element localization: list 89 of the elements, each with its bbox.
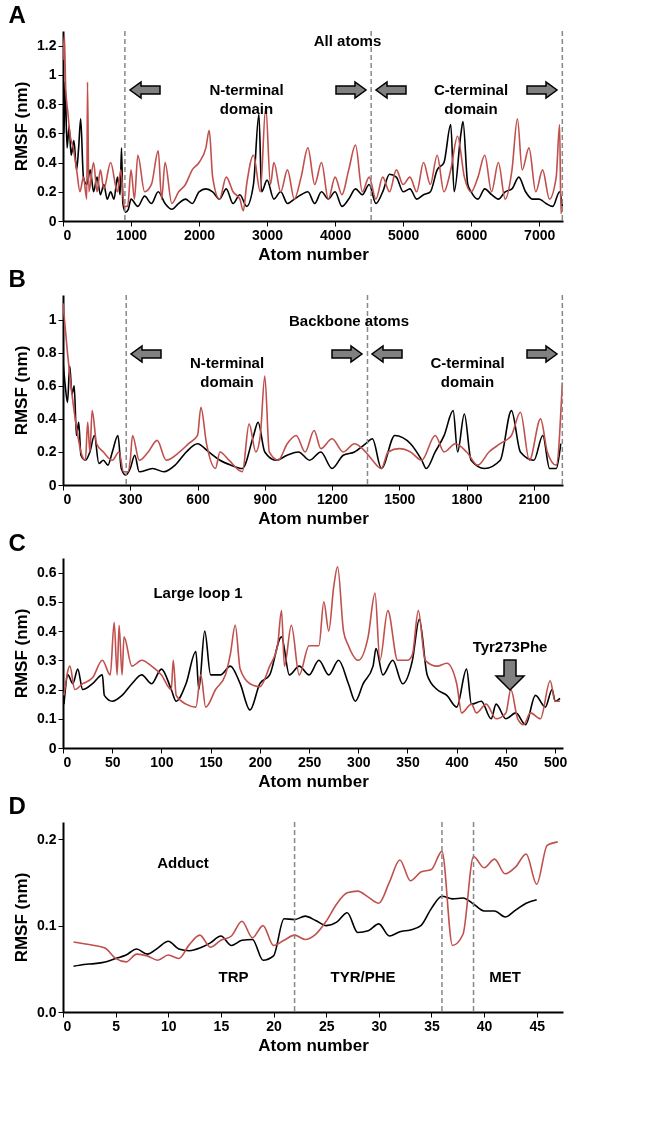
x-tick-label: 600 bbox=[186, 490, 210, 507]
annotation: TRP bbox=[218, 968, 249, 986]
x-tick-label: 1800 bbox=[451, 490, 483, 507]
x-tick-label: 20 bbox=[266, 1017, 283, 1034]
x-tick-label: 3000 bbox=[252, 226, 284, 243]
y-axis-title: RMSF (nm) bbox=[12, 608, 32, 699]
y-tick-label: 0.2 bbox=[37, 183, 57, 200]
chart-title: C bbox=[8, 529, 26, 556]
y-tick-label: 0.6 bbox=[37, 377, 57, 394]
x-tick-label: 25 bbox=[318, 1017, 335, 1034]
y-tick-label: 0.4 bbox=[37, 410, 57, 427]
annotation: N-terminal domain bbox=[209, 80, 284, 117]
chart-title: D bbox=[8, 792, 26, 820]
x-tick-label: 7000 bbox=[524, 226, 556, 243]
x-tick-label: 250 bbox=[297, 753, 322, 770]
x-tick-label: 450 bbox=[494, 753, 519, 770]
y-tick-label: 0.5 bbox=[37, 593, 57, 610]
x-tick-label: 200 bbox=[248, 753, 273, 770]
annotation: Backbone atoms bbox=[288, 312, 410, 330]
x-axis-title: Atom number bbox=[258, 1035, 370, 1055]
x-tick-label: 45 bbox=[529, 1017, 546, 1034]
x-tick-label: 900 bbox=[253, 490, 278, 507]
x-tick-label: 500 bbox=[543, 753, 568, 770]
x-tick-label: 10 bbox=[160, 1017, 177, 1034]
annotation: MET bbox=[489, 968, 521, 986]
line-series bbox=[72, 841, 559, 963]
line-series bbox=[63, 34, 563, 215]
y-tick-label: 0.8 bbox=[37, 95, 57, 112]
y-tick-label: 0.2 bbox=[37, 681, 57, 698]
x-tick-label: 0 bbox=[63, 1017, 72, 1034]
x-tick-label: 2000 bbox=[183, 226, 216, 243]
chart-title: B bbox=[8, 265, 26, 293]
x-tick-label: 5000 bbox=[388, 226, 420, 243]
line-series bbox=[63, 565, 561, 726]
y-tick-label: 1 bbox=[48, 311, 57, 328]
chart-title: A bbox=[8, 1, 26, 29]
annotation: Adduct bbox=[157, 854, 209, 872]
annotation: C-terminal domain bbox=[430, 353, 505, 390]
x-tick-label: 15 bbox=[213, 1017, 230, 1034]
x-tick-label: 300 bbox=[119, 490, 143, 507]
y-axis-title: RMSF (nm) bbox=[12, 81, 32, 172]
y-tick-label: 0.2 bbox=[37, 443, 57, 460]
annotation: Large loop 1 bbox=[153, 584, 243, 602]
y-tick-label: 0.6 bbox=[37, 124, 57, 141]
y-tick-label: 0.1 bbox=[37, 710, 57, 727]
x-tick-label: 350 bbox=[396, 753, 420, 770]
y-tick-label: 0.2 bbox=[37, 830, 57, 847]
x-tick-label: 0 bbox=[63, 226, 72, 243]
line-series bbox=[72, 895, 538, 968]
y-tick-label: 0.4 bbox=[37, 622, 57, 639]
y-tick-label: 0.3 bbox=[37, 651, 57, 668]
x-tick-label: 4000 bbox=[320, 226, 352, 243]
y-tick-label: 0.6 bbox=[37, 564, 57, 581]
y-tick-label: 0 bbox=[48, 476, 57, 493]
y-tick-label: 0 bbox=[48, 212, 57, 229]
x-tick-label: 35 bbox=[424, 1017, 440, 1034]
y-tick-label: 0.8 bbox=[37, 344, 57, 361]
y-tick-label: 0.4 bbox=[37, 154, 57, 171]
x-tick-label: 1000 bbox=[115, 226, 148, 243]
x-tick-label: 30 bbox=[371, 1017, 388, 1034]
x-tick-label: 400 bbox=[445, 753, 470, 770]
x-tick-label: 40 bbox=[476, 1017, 493, 1034]
x-tick-label: 150 bbox=[199, 753, 224, 770]
annotation: All atoms bbox=[313, 32, 382, 50]
annotation: C-terminal domain bbox=[433, 80, 509, 117]
x-tick-label: 2100 bbox=[518, 490, 551, 507]
y-tick-label: 1 bbox=[48, 66, 57, 83]
x-tick-label: 1200 bbox=[316, 490, 349, 507]
x-axis-title: Atom number bbox=[258, 244, 370, 264]
y-tick-label: 1.2 bbox=[37, 37, 57, 54]
x-tick-label: 0 bbox=[63, 753, 72, 770]
y-tick-label: 0.0 bbox=[37, 1003, 57, 1020]
x-axis-title: Atom number bbox=[258, 771, 370, 791]
y-tick-label: 0 bbox=[48, 739, 57, 756]
y-axis-title: RMSF (nm) bbox=[12, 345, 32, 436]
x-tick-label: 1500 bbox=[384, 490, 416, 507]
line-series bbox=[63, 302, 563, 473]
annotation: N-terminal domain bbox=[189, 353, 265, 390]
x-tick-label: 6000 bbox=[456, 226, 488, 243]
annotation: Tyr273Phe bbox=[472, 638, 548, 656]
y-axis-title: RMSF (nm) bbox=[12, 872, 32, 963]
x-tick-label: 300 bbox=[347, 753, 371, 770]
x-tick-label: 5 bbox=[112, 1017, 121, 1034]
annotation: TYR/PHE bbox=[330, 968, 396, 986]
y-tick-label: 0.1 bbox=[37, 917, 57, 934]
x-tick-label: 50 bbox=[104, 753, 121, 770]
x-tick-label: 0 bbox=[63, 490, 72, 507]
x-tick-label: 100 bbox=[150, 753, 174, 770]
x-axis-title: Atom number bbox=[258, 508, 370, 528]
